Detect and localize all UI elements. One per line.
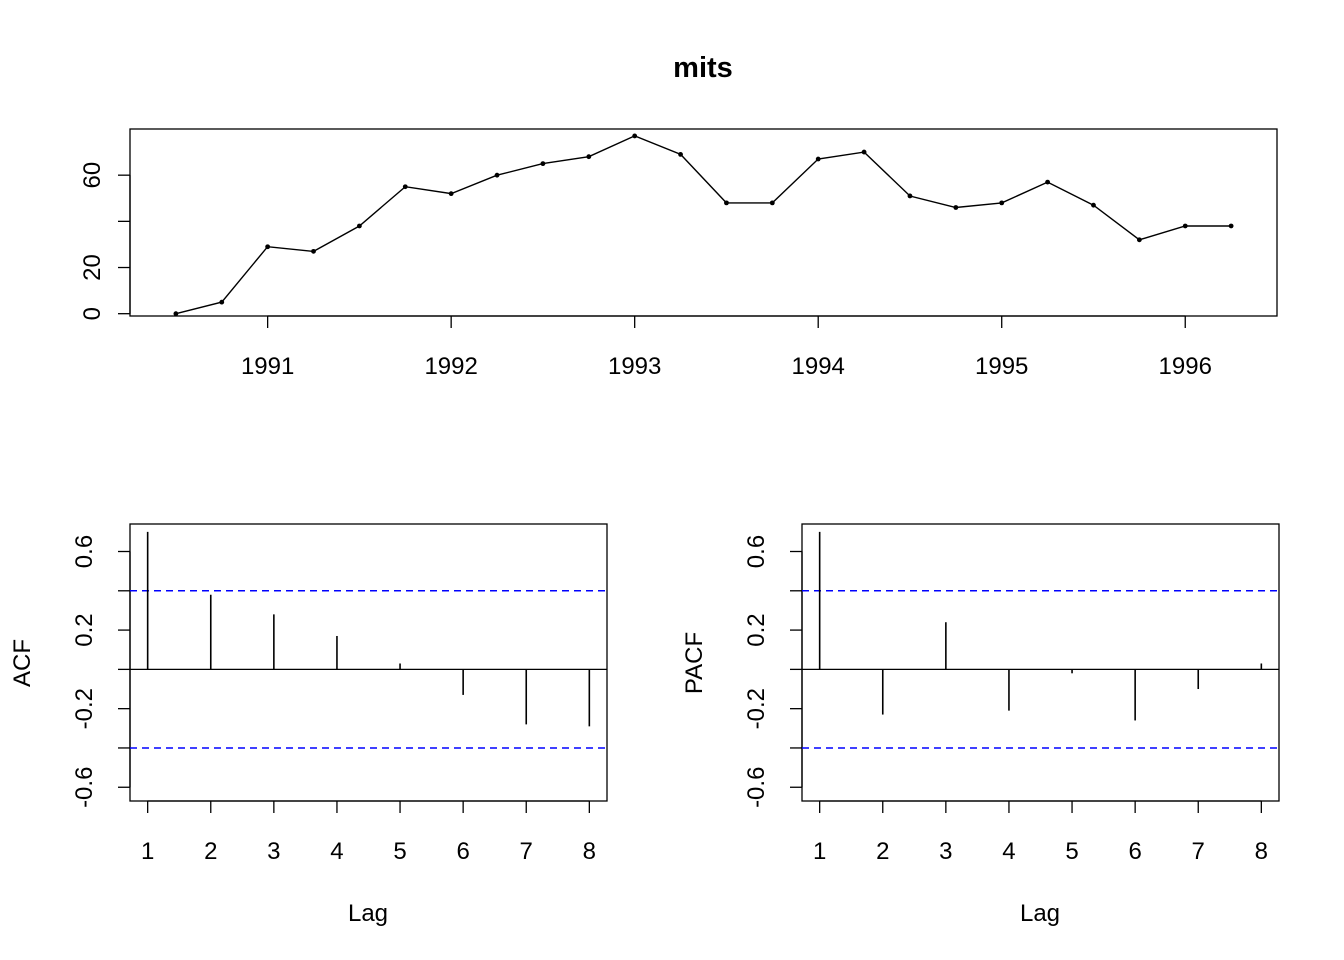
x-axis: 1991 1992 1993 1994 1995 1996 — [241, 315, 1212, 380]
plot-frame — [129, 523, 608, 802]
x-tick-label: 5 — [393, 838, 406, 865]
series-line — [173, 133, 1234, 317]
x-tick-label: 7 — [1192, 838, 1205, 865]
x-tick-label: 1 — [813, 838, 826, 865]
data-point — [311, 248, 316, 254]
x-tick-label: 3 — [939, 838, 952, 865]
plot-frame — [129, 128, 1278, 317]
data-point — [953, 205, 959, 210]
y-tick-label: 60 — [79, 162, 106, 189]
y-tick-label: -0.6 — [71, 767, 98, 808]
x-tick-label: 4 — [1002, 838, 1015, 865]
x-tick-label: 1996 — [1159, 353, 1212, 380]
y-tick-label: 20 — [79, 254, 106, 281]
data-point — [357, 223, 362, 229]
x-tick-label: 7 — [520, 838, 533, 865]
data-point — [540, 161, 546, 167]
data-point — [861, 149, 867, 155]
x-tick-label: 1993 — [608, 353, 661, 380]
y-axis-label: ACF — [9, 639, 36, 687]
x-axis-label: Lag — [1020, 900, 1060, 927]
x-tick-label: 2 — [876, 838, 889, 865]
chart-title: mits — [673, 52, 733, 84]
series-path — [175, 135, 1232, 315]
x-tick-label: 4 — [330, 838, 343, 865]
x-tick-label: 2 — [204, 838, 217, 865]
data-point — [448, 191, 454, 197]
y-axis-label: PACF — [681, 632, 708, 694]
x-tick-label: 5 — [1065, 838, 1078, 865]
x-tick-label: 1992 — [424, 353, 477, 380]
y-tick-label: -0.2 — [743, 688, 770, 729]
y-tick-label: 0.2 — [71, 613, 98, 646]
data-point — [494, 172, 500, 178]
x-tick-label: 3 — [267, 838, 280, 865]
data-point — [1182, 223, 1188, 229]
acf-bars — [130, 531, 607, 749]
x-axis-label: Lag — [348, 900, 388, 927]
x-tick-label: 1991 — [241, 353, 294, 380]
y-tick-label: 0.6 — [71, 535, 98, 568]
data-point — [678, 151, 683, 157]
pacf-axes: 1 2 3 4 5 6 7 8 -0.6 -0.2 0.2 0.6 — [743, 535, 1268, 865]
x-tick-label: 1995 — [975, 353, 1028, 380]
x-tick-label: 8 — [1255, 838, 1268, 865]
data-point — [907, 193, 913, 199]
x-tick-label: 8 — [583, 838, 596, 865]
data-point — [1228, 223, 1234, 229]
y-axis: 0 20 60 — [79, 162, 131, 320]
data-point — [999, 200, 1005, 206]
mits-time-series-panel: mits 1991 1992 1993 1994 1995 1996 0 20 60 — [79, 52, 1278, 380]
y-tick-label: 0.6 — [743, 535, 770, 568]
data-point — [219, 299, 225, 305]
data-point — [265, 244, 271, 250]
pacf-panel: 1 2 3 4 5 6 7 8 -0.6 -0.2 0.2 0.6 Lag PACF — [681, 523, 1280, 927]
data-point — [724, 200, 729, 206]
data-point — [1136, 237, 1142, 243]
y-tick-label: -0.2 — [71, 688, 98, 729]
data-point — [1091, 202, 1096, 208]
y-tick-label: -0.6 — [743, 767, 770, 808]
data-point — [173, 311, 179, 317]
y-tick-label: 0 — [79, 307, 106, 320]
data-point — [769, 200, 775, 206]
x-tick-label: 6 — [456, 838, 469, 865]
acf-axes: 1 2 3 4 5 6 7 8 -0.6 -0.2 0.2 0.6 — [71, 535, 596, 865]
acf-panel: 1 2 3 4 5 6 7 8 -0.6 -0.2 0.2 0.6 Lag ACF — [9, 523, 608, 927]
x-tick-label: 1 — [141, 838, 154, 865]
y-tick-label: 0.2 — [743, 613, 770, 646]
pacf-bars — [802, 531, 1279, 749]
x-tick-label: 1994 — [792, 353, 845, 380]
data-point — [815, 156, 821, 162]
data-point — [402, 184, 408, 190]
data-point — [632, 133, 638, 139]
plot-frame — [801, 523, 1280, 802]
x-tick-label: 6 — [1128, 838, 1141, 865]
data-point — [1045, 179, 1050, 185]
data-point — [586, 154, 592, 160]
